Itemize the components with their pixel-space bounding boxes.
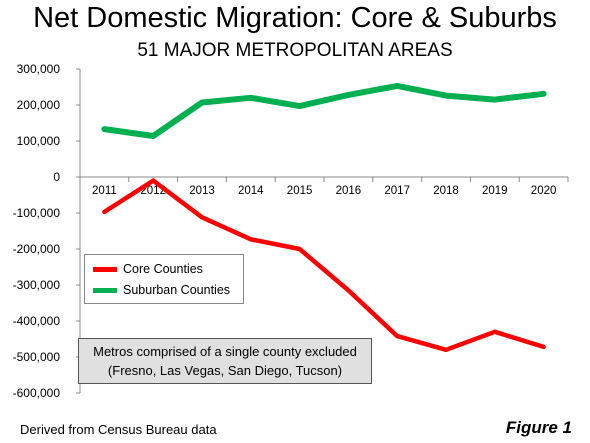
chart-subtitle: 51 MAJOR METROPOLITAN AREAS — [137, 40, 453, 61]
legend-item-core: Core Counties — [93, 259, 203, 279]
y-tick-label: -400,000 — [13, 314, 61, 328]
legend-item-suburban: Suburban Counties — [93, 280, 230, 300]
y-tick-label: 200,000 — [17, 98, 61, 112]
y-tick-label: -600,000 — [13, 386, 61, 400]
x-tick-label: 2018 — [433, 185, 459, 197]
series-line-suburban — [101, 82, 547, 139]
exclusion-note: Metros comprised of a single county excl… — [78, 338, 372, 384]
chart-legend: Core Counties Suburban Counties — [84, 254, 244, 304]
note-line-1: Metros comprised of a single county excl… — [93, 344, 357, 359]
x-tick-label: 2013 — [189, 185, 215, 197]
x-tick-label: 2016 — [336, 185, 362, 197]
series-line-core — [102, 178, 546, 353]
source-note: Derived from Census Bureau data — [20, 422, 217, 437]
x-tick-label: 2019 — [482, 185, 508, 197]
x-tick-label: 2020 — [531, 185, 557, 197]
y-tick-label: 300,000 — [17, 62, 61, 76]
y-tick-label: -200,000 — [13, 242, 61, 256]
y-tick-label: 0 — [53, 170, 60, 184]
legend-swatch-suburban — [93, 287, 117, 293]
y-tick-label: 100,000 — [17, 134, 61, 148]
x-tick-label: 2014 — [238, 185, 264, 197]
y-tick-label: -500,000 — [13, 350, 61, 364]
x-tick-label: 2011 — [92, 185, 117, 197]
y-tick-label: -100,000 — [13, 206, 61, 220]
x-tick-label: 2015 — [287, 185, 313, 197]
y-tick-label: -300,000 — [13, 278, 61, 292]
note-line-2: (Fresno, Las Vegas, San Diego, Tucson) — [107, 363, 343, 378]
legend-swatch-core — [93, 266, 117, 272]
legend-label-suburban: Suburban Counties — [123, 283, 231, 297]
x-tick-label: 2017 — [384, 185, 410, 197]
chart-title: Net Domestic Migration: Core & Suburbs — [33, 2, 557, 34]
legend-label-core: Core Counties — [123, 262, 203, 276]
figure-label: Figure 1 — [505, 418, 572, 437]
